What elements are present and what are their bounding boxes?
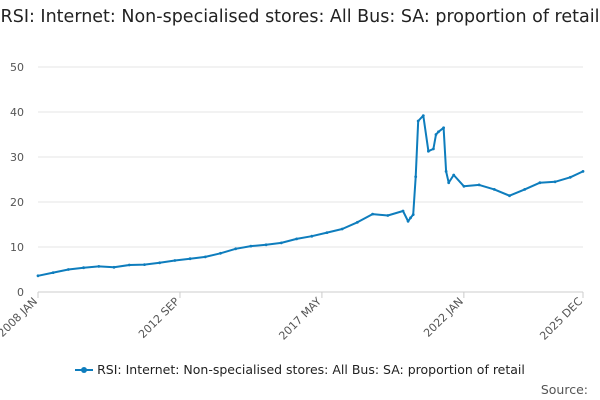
- series-line[interactable]: [37, 114, 584, 277]
- data-point[interactable]: [82, 266, 85, 270]
- data-point[interactable]: [437, 130, 440, 134]
- y-tick-label: 10: [10, 241, 24, 254]
- data-point[interactable]: [568, 175, 572, 179]
- data-point[interactable]: [409, 216, 412, 220]
- data-point[interactable]: [416, 119, 420, 123]
- data-point[interactable]: [36, 274, 40, 278]
- data-point[interactable]: [432, 147, 435, 151]
- data-point[interactable]: [127, 263, 131, 267]
- y-tick-label: 30: [10, 151, 24, 164]
- data-point[interactable]: [452, 173, 456, 177]
- data-point[interactable]: [523, 188, 527, 191]
- data-point[interactable]: [581, 170, 585, 173]
- data-point[interactable]: [401, 209, 405, 213]
- data-point[interactable]: [406, 219, 410, 223]
- source-label[interactable]: Source:: [540, 382, 588, 397]
- data-point[interactable]: [279, 241, 283, 245]
- series-group: [36, 114, 585, 278]
- data-point[interactable]: [234, 247, 238, 251]
- legend-label: RSI: Internet: Non-specialised stores: A…: [97, 362, 525, 377]
- data-point[interactable]: [203, 255, 207, 259]
- data-point[interactable]: [492, 188, 496, 191]
- data-point[interactable]: [538, 181, 542, 185]
- data-point[interactable]: [442, 126, 445, 130]
- data-point[interactable]: [67, 268, 70, 271]
- gridlines: [38, 66, 583, 293]
- y-tick-label: 20: [10, 196, 24, 209]
- x-tick-label: 2025 DEC: [537, 295, 585, 343]
- data-point[interactable]: [51, 271, 55, 274]
- chart-title: RSI: Internet: Non-specialised stores: A…: [0, 7, 600, 27]
- data-point[interactable]: [553, 180, 557, 184]
- data-point[interactable]: [310, 234, 314, 238]
- data-point[interactable]: [158, 261, 162, 265]
- data-point[interactable]: [264, 243, 268, 247]
- data-point[interactable]: [427, 149, 430, 153]
- data-point[interactable]: [97, 265, 101, 268]
- legend-item[interactable]: RSI: Internet: Non-specialised stores: A…: [75, 362, 525, 377]
- data-point[interactable]: [411, 213, 415, 217]
- y-tick-label: 40: [10, 106, 24, 119]
- data-point[interactable]: [414, 175, 418, 179]
- data-point[interactable]: [112, 265, 116, 269]
- y-tick-label: 0: [17, 286, 24, 299]
- x-tick-label: 2012 SEP: [136, 295, 182, 341]
- data-point[interactable]: [508, 194, 511, 198]
- y-axis: 0 10 20 30 40 50: [10, 61, 24, 299]
- data-point[interactable]: [386, 214, 390, 217]
- data-point[interactable]: [325, 231, 329, 235]
- data-point[interactable]: [340, 227, 344, 231]
- x-tick-label: 2008 JAN: [0, 295, 40, 340]
- series-layer: [36, 114, 585, 278]
- data-point[interactable]: [447, 181, 451, 185]
- data-point[interactable]: [421, 114, 425, 117]
- data-point[interactable]: [434, 133, 438, 136]
- x-tick-label: 2017 MAY: [276, 295, 324, 343]
- y-tick-label: 50: [10, 61, 24, 74]
- data-point[interactable]: [143, 263, 146, 266]
- data-point[interactable]: [356, 220, 359, 224]
- x-tick-label: 2022 JAN: [421, 295, 466, 340]
- data-point[interactable]: [295, 237, 298, 241]
- data-point[interactable]: [477, 183, 481, 187]
- data-point[interactable]: [173, 259, 177, 262]
- data-point[interactable]: [219, 251, 222, 255]
- data-point[interactable]: [444, 170, 448, 173]
- data-point[interactable]: [371, 212, 374, 216]
- legend-swatch-icon: [75, 365, 94, 375]
- legend: RSI: Internet: Non-specialised stores: A…: [0, 362, 600, 378]
- data-point[interactable]: [188, 257, 192, 261]
- data-point[interactable]: [249, 244, 253, 248]
- data-point[interactable]: [462, 184, 466, 188]
- x-axis: 2008 JAN 2012 SEP 2017 MAY 2022 JAN 2025 DEC: [0, 292, 585, 343]
